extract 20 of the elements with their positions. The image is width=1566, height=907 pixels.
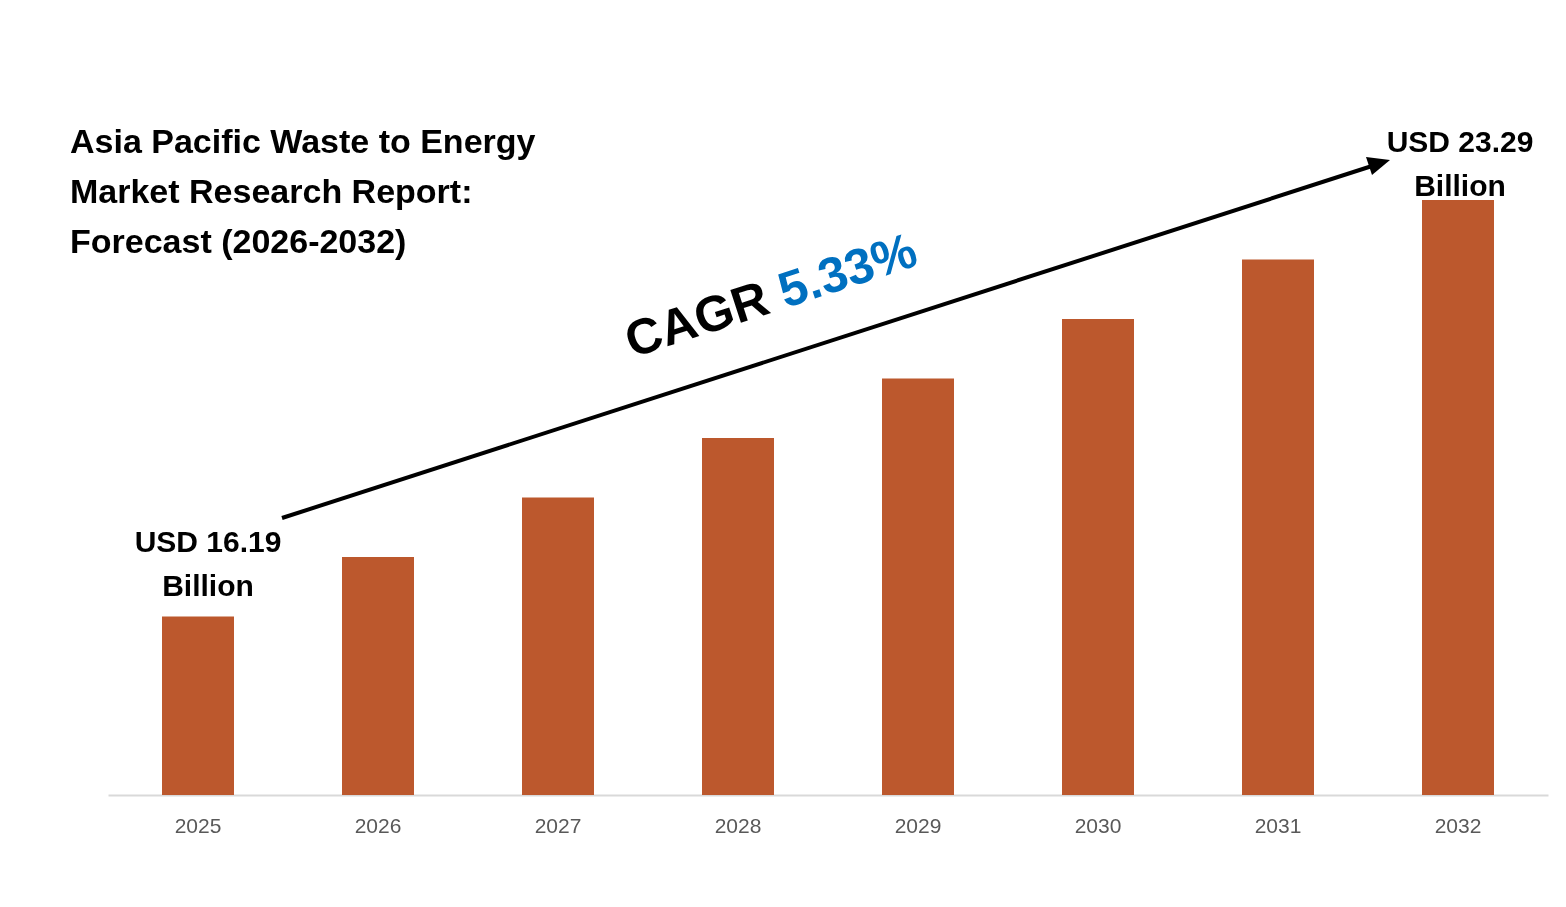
bar xyxy=(162,616,234,795)
bar xyxy=(1062,319,1134,795)
x-tick-label: 2025 xyxy=(174,813,222,837)
bar xyxy=(1242,259,1314,795)
x-tick-label: 2030 xyxy=(1074,813,1122,837)
chart-title: Asia Pacific Waste to Energy Market Research Report: Forecast (2026-2032) xyxy=(70,122,536,260)
x-tick-label: 2027 xyxy=(534,813,582,837)
x-tick-label: 2032 xyxy=(1434,813,1482,837)
bar xyxy=(1422,200,1494,795)
annotation: CAGR 5.33% xyxy=(618,221,924,369)
bar xyxy=(702,438,774,795)
x-tick-label: 2026 xyxy=(354,813,402,837)
bar xyxy=(522,497,594,795)
annotation: USD 23.29 Billion xyxy=(1386,125,1534,202)
bar xyxy=(342,557,414,795)
x-tick-label: 2029 xyxy=(894,813,942,837)
bar xyxy=(882,378,954,795)
x-tick-label: 2028 xyxy=(714,813,762,837)
annotation: USD 16.19 Billion xyxy=(134,525,282,602)
x-tick-label: 2031 xyxy=(1254,813,1302,837)
